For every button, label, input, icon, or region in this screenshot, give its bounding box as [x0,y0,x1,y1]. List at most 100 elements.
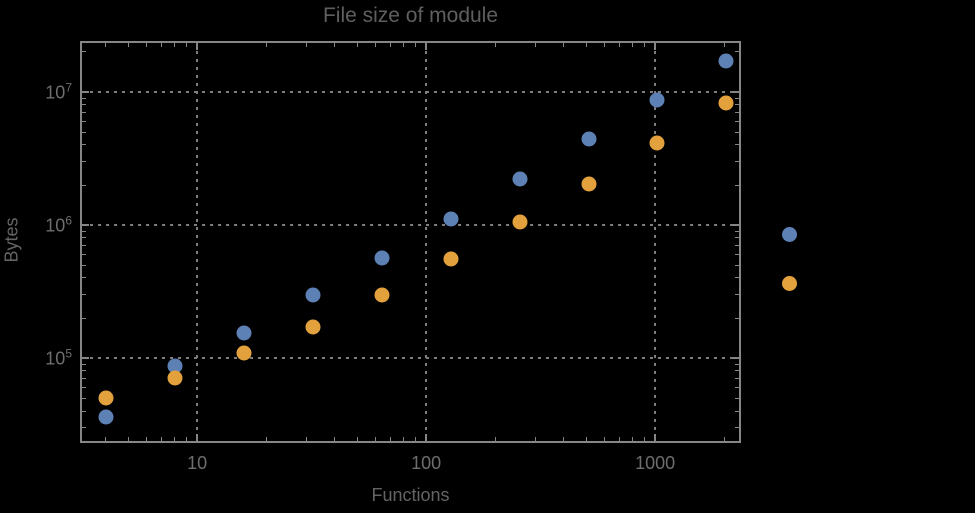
y-tick-minor-right [735,294,739,296]
y-tick-minor [82,397,86,399]
y-tick-minor-right [735,112,739,114]
y-tick-minor-right [735,277,739,279]
y-tick-minor [82,378,86,380]
y-tick-minor [82,184,86,186]
y-tick-major [82,357,89,360]
gridline-x-1000 [654,43,657,441]
x-tick-major-top [425,43,428,50]
y-tick-minor [82,230,86,232]
x-tick-major [196,434,199,441]
y-tick-minor-right [735,51,739,53]
legend-marker-2 [782,276,797,291]
x-tick-minor [305,437,307,441]
y-tick-minor-right [735,378,739,380]
y-tick-minor-right [735,410,739,412]
x-tick-minor-top [619,43,621,47]
y-tick-minor [82,97,86,99]
x-tick-major [654,434,657,441]
x-tick-label-100: 100 [411,453,442,473]
x-tick-major-top [196,43,199,50]
x-tick-minor-top [105,43,107,47]
y-tick-minor [82,254,86,256]
data-point-series-1 [718,53,734,69]
y-tick-minor [82,237,86,239]
data-point-series-2 [649,135,665,151]
y-tick-minor-right [735,161,739,163]
y-tick-minor-right [735,363,739,365]
y-tick-minor [82,387,86,389]
x-tick-minor [644,437,646,441]
gridline-x-100 [425,43,428,441]
data-point-series-1 [236,325,252,341]
y-tick-minor-right [735,97,739,99]
x-tick-minor [632,437,634,441]
x-tick-minor-top [356,43,358,47]
y-tick-minor-right [735,387,739,389]
chart-title: File size of module [322,4,499,27]
x-tick-minor-top [494,43,496,47]
x-tick-minor [105,437,107,441]
x-tick-minor [265,437,267,441]
x-tick-minor-top [534,43,536,47]
x-tick-minor-top [390,43,392,47]
x-tick-minor [356,437,358,441]
x-tick-minor [723,437,725,441]
x-tick-minor [403,437,405,441]
y-tick-minor [82,104,86,106]
y-tick-minor-right [735,370,739,372]
data-point-series-2 [718,95,734,111]
y-tick-label-10e5: 105 [45,346,72,369]
x-tick-minor-top [174,43,176,47]
x-tick-label-1000: 1000 [635,453,676,473]
plot-frame [80,41,741,443]
data-point-series-1 [512,171,528,187]
y-tick-minor-right [735,131,739,133]
data-point-series-1 [305,287,321,303]
data-point-series-1 [581,131,597,147]
x-tick-minor-top [374,43,376,47]
x-tick-minor-top [585,43,587,47]
data-point-series-2 [305,319,321,335]
x-tick-minor-top [403,43,405,47]
gridline-y-10000000 [82,91,739,93]
x-tick-major [425,434,428,441]
x-tick-minor [334,437,336,441]
x-tick-minor [127,437,129,441]
y-tick-minor [82,121,86,123]
x-axis-title: Functions [371,485,450,505]
y-tick-major [82,91,89,93]
y-tick-label-10e7: 107 [45,80,72,103]
x-tick-minor-top [644,43,646,47]
y-tick-major-right [732,91,739,93]
x-tick-minor-top [415,43,417,47]
y-tick-minor [82,410,86,412]
data-point-series-2 [167,370,183,386]
x-tick-minor [563,437,565,441]
x-tick-minor-top [334,43,336,47]
y-tick-minor [82,370,86,372]
y-tick-minor [82,161,86,163]
y-tick-minor [82,317,86,319]
x-tick-minor-top [723,43,725,47]
y-tick-minor [82,264,86,266]
data-point-series-1 [374,250,390,266]
x-tick-minor [145,437,147,441]
legend [782,227,797,291]
x-tick-minor-top [632,43,634,47]
x-tick-minor-top [127,43,129,47]
data-point-series-2 [512,214,528,230]
y-tick-minor-right [735,121,739,123]
y-tick-label-10e6: 106 [45,213,72,236]
data-point-series-2 [443,251,459,267]
data-point-series-2 [581,176,597,192]
legend-marker-1 [782,227,797,242]
x-tick-minor [415,437,417,441]
x-tick-minor-top [265,43,267,47]
x-tick-label-10: 10 [187,453,208,473]
data-point-series-2 [98,390,114,406]
y-tick-minor [82,294,86,296]
y-tick-minor [82,131,86,133]
x-tick-minor [390,437,392,441]
y-tick-minor [82,144,86,146]
